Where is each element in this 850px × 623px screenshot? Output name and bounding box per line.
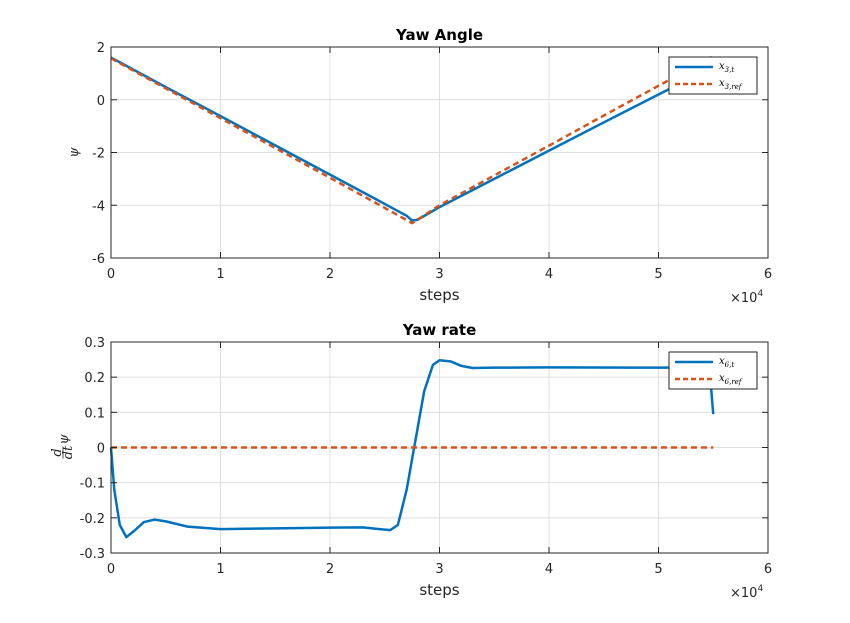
series-line-x6t	[109, 359, 715, 539]
y-tick-label: 2	[97, 41, 105, 56]
x-tick-label: 1	[216, 562, 224, 577]
legend-label-x3ref: x3,ref	[719, 78, 743, 91]
series-line-x3ref	[110, 54, 714, 225]
y-tick-label: -4	[92, 199, 105, 214]
x-tick-label: 6	[764, 267, 772, 282]
x-tick-label: 2	[326, 267, 334, 282]
y-tick-label: -2	[92, 147, 105, 162]
y-tick-label: -0.3	[80, 547, 105, 562]
y-label-numerator: d	[50, 448, 65, 456]
y-tick-label: 0.2	[84, 371, 105, 386]
y-tick-label: -0.2	[80, 512, 105, 527]
plot-title: Yaw Angle	[395, 26, 483, 44]
legend: x3,t x3,ref	[668, 56, 758, 95]
x-tick-label: 5	[654, 267, 662, 282]
x-tick-label: 2	[326, 562, 334, 577]
x-tick-label: 5	[654, 562, 662, 577]
legend-box	[668, 351, 758, 390]
y-label-symbol: ψ	[57, 434, 72, 445]
x-axis-label: steps	[419, 286, 459, 304]
legend-label-x3t: x3,t	[719, 61, 734, 74]
y-tick-label: -0.1	[80, 477, 105, 492]
y-tick-label: -6	[92, 252, 105, 267]
x-multiplier: ×104	[730, 289, 763, 306]
legend-label-x6t: x6,t	[719, 356, 734, 369]
y-tick-label: 0.1	[84, 406, 105, 421]
yaw-angle-plot: 0 1 2 3 4 5 6 2 0 -2 -4 -6 Yaw Angle steps ×104 ψ x…	[67, 26, 772, 306]
legend-box	[668, 56, 758, 95]
plot-title: Yaw rate	[402, 321, 477, 339]
series-line-x3t	[110, 56, 714, 222]
x-tick-label: 1	[216, 267, 224, 282]
x-tick-label: 4	[545, 267, 553, 282]
y-tick-label: 0.3	[84, 336, 105, 351]
x-tick-label: 0	[107, 267, 115, 282]
x-axis-label: steps	[419, 581, 459, 599]
y-tick-label: 0	[97, 442, 105, 457]
x-tick-label: 6	[764, 562, 772, 577]
y-axis-label: ψ	[67, 147, 82, 158]
x-tick-label: 4	[545, 562, 553, 577]
legend-label-x6ref: x6,ref	[719, 373, 743, 386]
x-tick-label: 3	[435, 267, 443, 282]
y-tick-label: 0	[97, 94, 105, 109]
x-tick-label: 3	[435, 562, 443, 577]
y-axis-label: d dt ψ	[50, 434, 76, 460]
y-label-denominator: dt	[61, 445, 76, 459]
x-tick-label: 0	[107, 562, 115, 577]
x-multiplier: ×104	[730, 584, 763, 601]
legend: x6,t x6,ref	[668, 351, 758, 390]
yaw-rate-plot: 0 1 2 3 4 5 6 0.3 0.2 0.1 0 -0.1 -0.2 -0.3 Yaw rate s…	[50, 321, 772, 601]
